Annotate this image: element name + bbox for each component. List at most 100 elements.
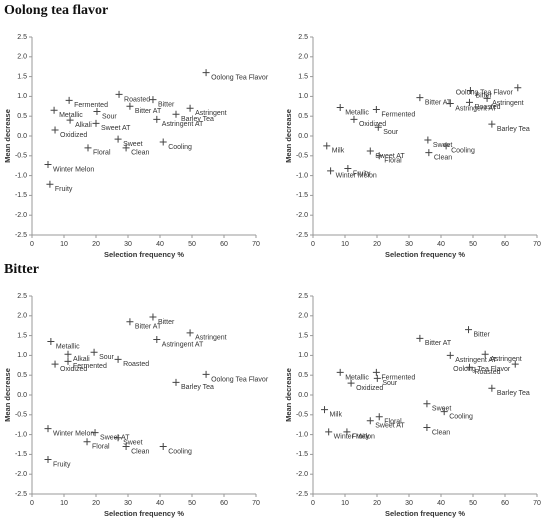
point-label: Floral	[384, 419, 402, 426]
y-tick-label: 2.5	[298, 293, 308, 300]
point	[51, 126, 59, 134]
x-tick-label: 50	[188, 241, 196, 248]
point	[84, 144, 92, 152]
point	[172, 378, 180, 386]
point	[423, 400, 431, 408]
x-tick-label: 10	[60, 241, 68, 248]
x-tick-label: 0	[30, 500, 34, 507]
point	[366, 417, 374, 425]
point-label: Winter Melon	[53, 431, 94, 438]
point-label: Sour	[99, 354, 114, 361]
x-tick-label: 20	[373, 500, 381, 507]
point	[344, 164, 352, 172]
y-tick-label: -0.5	[296, 412, 308, 419]
y-tick-label: 0.0	[17, 133, 27, 140]
point	[336, 103, 344, 111]
point-label: Oxidized	[60, 132, 87, 139]
point-label: Bitter AT	[425, 99, 452, 106]
point	[149, 96, 157, 104]
x-tick-label: 20	[373, 241, 381, 248]
x-axis-label: Selection frequency %	[104, 250, 184, 259]
point-label: Floral	[93, 150, 111, 157]
point-label: Roasted	[474, 369, 500, 376]
point-label: Oxidized	[60, 366, 87, 373]
point	[514, 84, 522, 92]
point-label: Sweet AT	[375, 153, 405, 160]
point	[153, 115, 161, 123]
point	[323, 142, 331, 150]
point	[374, 123, 382, 131]
point	[126, 318, 134, 326]
section-heading: Oolong tea flavor	[4, 3, 108, 18]
point	[465, 326, 473, 334]
y-tick-label: 1.0	[17, 93, 27, 100]
y-tick-label: -1.0	[296, 431, 308, 438]
x-tick-label: 50	[188, 500, 196, 507]
point	[64, 357, 72, 365]
x-axis-label: Selection frequency %	[385, 250, 465, 259]
point	[202, 69, 210, 77]
point	[372, 368, 380, 376]
point	[90, 348, 98, 356]
point-label: Sweet	[123, 440, 143, 447]
point	[44, 425, 52, 433]
point-label: Oolong Tea Flavor	[211, 74, 269, 81]
y-tick-label: -2.0	[15, 471, 27, 478]
point	[465, 363, 473, 371]
x-tick-label: 30	[124, 241, 132, 248]
point	[350, 115, 358, 123]
x-tick-label: 40	[156, 500, 164, 507]
point	[481, 350, 489, 358]
point-label: Sweet	[432, 406, 452, 413]
point-label: Cooling	[449, 413, 473, 420]
x-tick-label: 60	[501, 241, 509, 248]
point	[122, 442, 130, 450]
point	[114, 355, 122, 363]
x-tick-label: 40	[437, 241, 445, 248]
point	[44, 161, 52, 169]
point	[416, 334, 424, 342]
point-label: Sweet	[433, 142, 453, 149]
point-label: Sweet AT	[375, 423, 405, 430]
point-label: Fruity	[55, 186, 73, 193]
point	[375, 152, 383, 160]
point-label: Sour	[102, 113, 117, 120]
y-tick-label: -1.5	[15, 192, 27, 199]
point	[51, 360, 59, 368]
y-tick-label: -2.0	[296, 212, 308, 219]
point-label: Roasted	[123, 361, 149, 368]
point	[321, 406, 329, 414]
point-label: Barley Tea	[181, 116, 214, 123]
point	[375, 413, 383, 421]
point	[440, 408, 448, 416]
point-label: Milk	[330, 411, 343, 418]
x-tick-label: 0	[311, 500, 315, 507]
point-label: Oolong Tea Flavor	[453, 366, 511, 373]
point	[372, 105, 380, 113]
point-label: Fermented	[381, 111, 415, 118]
point	[343, 428, 351, 436]
point-label: Barley Tea	[497, 390, 530, 397]
x-tick-label: 10	[341, 241, 349, 248]
x-tick-label: 50	[469, 500, 477, 507]
point	[446, 351, 454, 359]
y-tick-label: 0.5	[17, 372, 27, 379]
point	[44, 456, 52, 464]
y-tick-label: -1.0	[15, 172, 27, 179]
point	[483, 94, 491, 102]
point	[347, 379, 355, 387]
point	[488, 120, 496, 128]
point	[114, 434, 122, 442]
point-label: Astringent	[195, 335, 227, 342]
y-tick-label: -1.5	[296, 192, 308, 199]
point-label: Clean	[434, 154, 452, 161]
point-label: Astringent AT	[162, 341, 204, 348]
point	[186, 104, 194, 112]
y-tick-label: 0.0	[298, 133, 308, 140]
point-label: Bitter	[158, 101, 175, 108]
point-label: Bitter	[475, 92, 492, 99]
y-axis-label: Mean decrease	[284, 109, 293, 163]
point-label: Winter Melon	[53, 166, 94, 173]
y-tick-label: 0.5	[298, 372, 308, 379]
